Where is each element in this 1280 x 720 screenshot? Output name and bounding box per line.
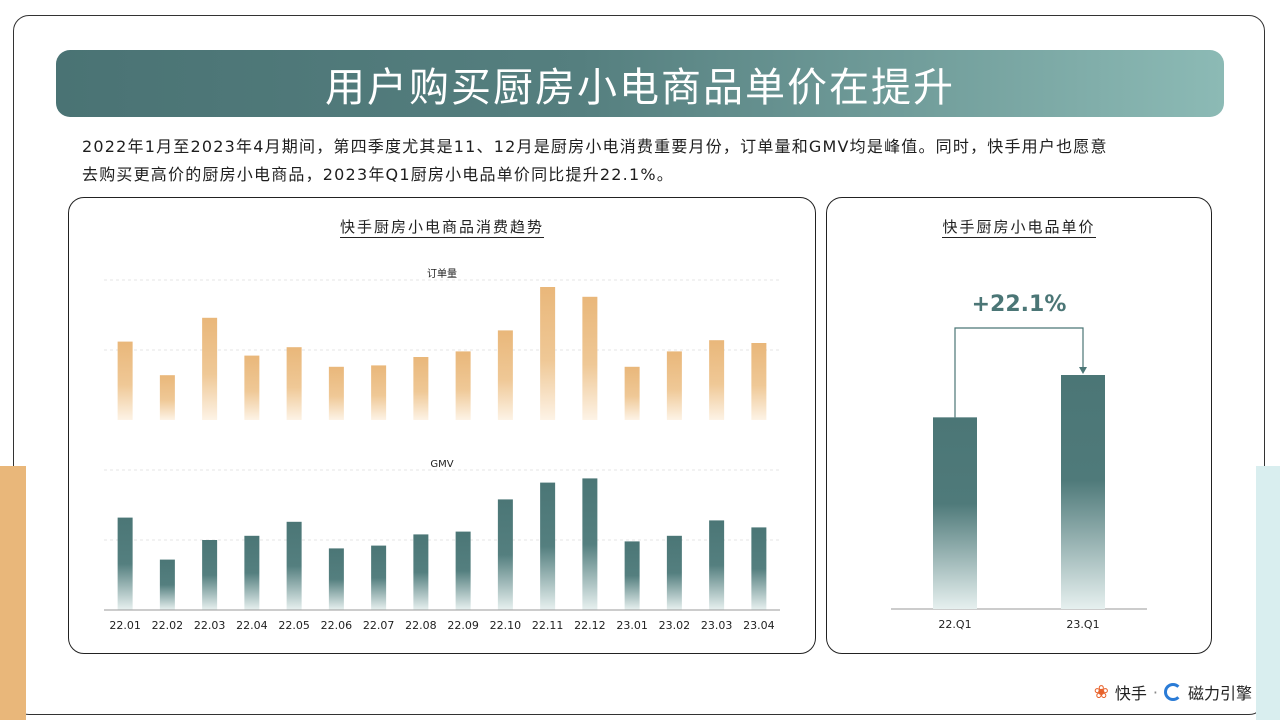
bar bbox=[666, 535, 682, 610]
bar bbox=[933, 417, 977, 609]
trend-chart-title: 快手厨房小电商品消费趋势 bbox=[339, 218, 544, 238]
bar bbox=[371, 545, 387, 610]
bar bbox=[202, 540, 218, 610]
bar bbox=[286, 347, 302, 420]
x-tick-label: 22.12 bbox=[574, 619, 606, 632]
bar bbox=[582, 296, 598, 420]
trend-chart-card: 快手厨房小电商品消费趋势 bbox=[68, 197, 816, 654]
bar bbox=[709, 340, 725, 420]
bar bbox=[455, 351, 471, 420]
x-tick-label: 22.06 bbox=[321, 619, 353, 632]
bar bbox=[540, 482, 556, 610]
bar bbox=[540, 287, 556, 420]
bar bbox=[159, 375, 175, 420]
intro-paragraph: 2022年1月至2023年4月期间，第四季度尤其是11、12月是厨房小电消费重要… bbox=[82, 133, 1202, 189]
bar bbox=[1061, 375, 1105, 609]
unit-price-chart: 22.Q1 23.Q1 +22.1% bbox=[891, 292, 1147, 631]
x-tick-label: 22.10 bbox=[490, 619, 522, 632]
growth-label: +22.1% bbox=[972, 292, 1067, 317]
intro-line-1: 2022年1月至2023年4月期间，第四季度尤其是11、12月是厨房小电消费重要… bbox=[82, 137, 1108, 156]
x-tick-label: 22.11 bbox=[532, 619, 564, 632]
page-title: 用户购买厨房小电商品单价在提升 bbox=[325, 64, 955, 111]
brand-cili: 磁力引擎 bbox=[1187, 684, 1252, 703]
x-tick-label: 22.07 bbox=[363, 619, 395, 632]
bar bbox=[413, 357, 429, 420]
bar bbox=[666, 351, 682, 420]
bar bbox=[751, 343, 767, 420]
bar bbox=[159, 559, 175, 610]
bar bbox=[328, 548, 344, 610]
x-tick-label: 22.04 bbox=[236, 619, 268, 632]
bar bbox=[751, 527, 767, 610]
bar bbox=[497, 330, 513, 420]
x-tick-label: 22.05 bbox=[278, 619, 310, 632]
left-accent-strip bbox=[0, 466, 26, 720]
bar bbox=[582, 478, 598, 610]
bar bbox=[413, 534, 429, 610]
bar bbox=[624, 366, 640, 420]
bar bbox=[455, 531, 471, 610]
bar bbox=[244, 355, 260, 420]
bar bbox=[117, 341, 133, 420]
x-tick-label: 23.04 bbox=[743, 619, 775, 632]
x-tick-label: 22.03 bbox=[194, 619, 226, 632]
x-tick-label: 22.02 bbox=[152, 619, 184, 632]
intro-line-2: 去购买更高价的厨房小电商品，2023年Q1厨房小电品单价同比提升22.1%。 bbox=[82, 165, 674, 184]
bar bbox=[286, 521, 302, 610]
bar bbox=[328, 366, 344, 420]
bar bbox=[497, 499, 513, 610]
bar bbox=[624, 541, 640, 610]
x-tick-label: 23.01 bbox=[616, 619, 648, 632]
bar bbox=[709, 520, 725, 610]
x-tick-label: 22.01 bbox=[109, 619, 141, 632]
x-tick-label: 23.02 bbox=[659, 619, 691, 632]
bar bbox=[202, 317, 218, 420]
brand-separator: · bbox=[1152, 682, 1158, 702]
footer-logo: ❀ 快手 · 磁力引擎 bbox=[1094, 680, 1252, 704]
unit-price-card: 快手厨房小电品单价 bbox=[826, 197, 1212, 654]
growth-arrowhead bbox=[1079, 367, 1087, 374]
growth-connector bbox=[954, 327, 1084, 418]
x-tick-label: 22.08 bbox=[405, 619, 437, 632]
gmv-chart: GMV 22.01 22.02 22.03 22.04 22.05 22.06 22.07 22… bbox=[104, 459, 780, 632]
bar bbox=[244, 535, 260, 610]
unit-price-title: 快手厨房小电品单价 bbox=[942, 218, 1096, 238]
series-title: GMV bbox=[430, 459, 453, 470]
slide-frame bbox=[13, 15, 1265, 715]
kuaishou-logo-icon: ❀ bbox=[1093, 681, 1109, 703]
x-tick-label: 22.Q1 bbox=[938, 618, 971, 631]
x-tick-label: 23.03 bbox=[701, 619, 733, 632]
bar bbox=[371, 365, 387, 420]
x-tick-label: 23.Q1 bbox=[1066, 618, 1099, 631]
cili-logo-icon bbox=[1163, 683, 1182, 701]
right-accent-strip bbox=[1256, 466, 1280, 720]
title-banner: 用户购买厨房小电商品单价在提升 bbox=[56, 50, 1224, 117]
x-tick-label: 22.09 bbox=[447, 619, 479, 632]
orders-chart: 订单量 bbox=[104, 268, 780, 420]
bar bbox=[117, 517, 133, 610]
series-title: 订单量 bbox=[427, 268, 457, 280]
brand-kuaishou: 快手 bbox=[1114, 684, 1147, 703]
